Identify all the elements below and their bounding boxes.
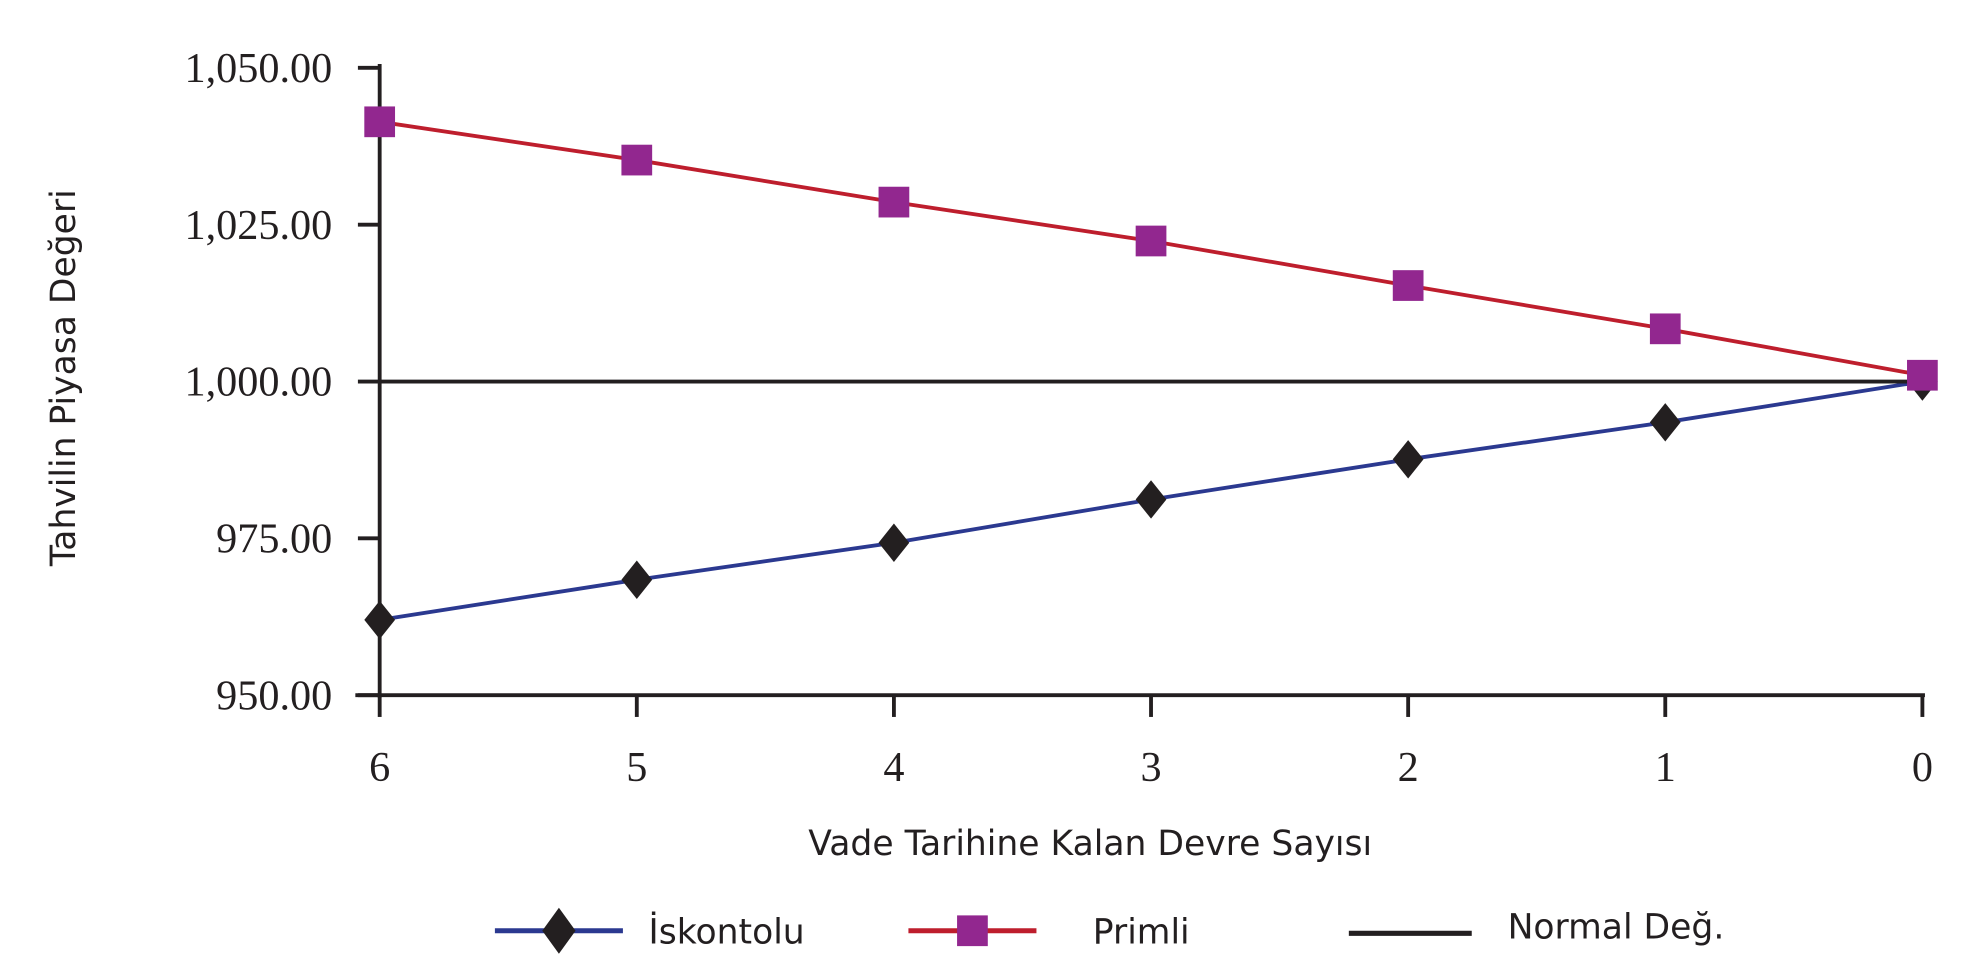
primli-point [1135,225,1167,257]
primli-point [1392,270,1424,301]
y-tick-label: 950.00 [216,672,332,719]
x-tick-label: 1 [1655,744,1676,791]
primli-point [621,144,653,176]
iskontolu-point [1392,440,1424,479]
iskontolu-point [621,560,653,599]
iskontolu-point [364,600,396,640]
iskontolu-point [1649,403,1681,442]
legend-primli-square-icon [957,915,988,947]
y-tick-label: 1,000.00 [184,359,332,406]
primli-point [878,186,910,218]
series-layer [379,119,1923,622]
iskontolu-point [878,523,910,562]
y-axis-label: Tahvilin Piyasa Değeri [44,189,84,567]
primli-point [1649,313,1681,345]
iskontolu-point [1135,480,1167,519]
x-tick-label: 5 [626,744,647,791]
x-ticks: 6 5 4 3 2 1 0 [369,695,1933,791]
legend-iskontolu-diamond-icon [542,907,576,954]
legend-iskontolu-label: İskontolu [649,913,805,953]
x-axis-label: Vade Tarihine Kalan Devre Sayısı [808,824,1372,864]
markers [364,106,1938,640]
primli-point [1907,359,1938,391]
y-tick-label: 1,050.00 [184,45,332,92]
x-tick-label: 4 [883,744,904,791]
y-tick-label: 975.00 [216,515,332,562]
legend: İskontolu Primli Normal Değ. [494,907,1725,954]
primli-point [364,106,396,138]
legend-normal-label: Normal Değ. [1508,907,1725,947]
x-tick-label: 6 [369,744,390,791]
x-tick-label: 0 [1912,744,1933,791]
y-tick-label: 1,025.00 [184,202,332,249]
x-tick-label: 2 [1398,744,1419,791]
y-ticks: 1,050.00 1,025.00 1,000.00 975.00 950.00 [184,45,380,719]
legend-primli-label: Primli [1093,913,1190,953]
x-tick-label: 3 [1140,744,1161,791]
